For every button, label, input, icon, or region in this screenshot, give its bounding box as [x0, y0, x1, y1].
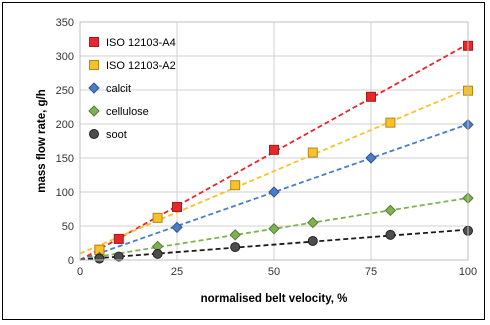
data-point-series-2 — [365, 152, 377, 164]
y-tick-label: 50 — [62, 221, 74, 233]
legend-label-1: ISO 12103-A2 — [106, 60, 176, 72]
data-point-series-0 — [269, 144, 279, 155]
legend-label-4: soot — [106, 129, 127, 141]
legend: ISO 12103-A4 ISO 12103-A2 calcit cellulose s… — [88, 37, 176, 141]
x-tick-label: 50 — [268, 266, 280, 278]
y-tick-label: 250 — [56, 85, 74, 97]
data-point-series-0 — [172, 201, 182, 212]
data-point-series-3 — [229, 229, 241, 241]
data-point-series-4 — [113, 251, 124, 262]
x-tick-label: 0 — [77, 266, 83, 278]
y-tick-label: 350 — [56, 17, 74, 29]
legend-marker-4 — [89, 129, 99, 139]
trend-line-series-4 — [79, 228, 469, 261]
data-point-series-3 — [307, 216, 319, 229]
x-tick-label: 25 — [171, 266, 183, 278]
data-point-series-3 — [384, 204, 397, 217]
data-point-series-1 — [230, 180, 241, 191]
chart-frame: 0 50 100 150 200 250 300 350 0 25 50 75 100 normalis… — [2, 2, 485, 320]
y-tick-label: 200 — [56, 119, 74, 131]
y-tick-label: 300 — [56, 51, 74, 63]
data-point-series-4 — [94, 253, 105, 264]
y-tick-label: 0 — [68, 255, 74, 267]
data-point-series-4 — [385, 229, 396, 240]
legend-marker-2 — [88, 82, 100, 94]
legend-marker-3 — [88, 105, 100, 117]
data-point-series-4 — [152, 248, 163, 259]
data-point-series-4 — [230, 242, 241, 253]
data-point-series-0 — [366, 91, 376, 102]
legend-label-2: calcit — [106, 83, 131, 95]
x-tick-label: 100 — [459, 266, 477, 278]
y-tick-label: 150 — [56, 153, 74, 165]
data-point-series-1 — [307, 147, 318, 158]
legend-marker-0 — [89, 37, 99, 47]
legend-label-3: cellulose — [106, 106, 149, 118]
data-point-series-0 — [113, 233, 124, 244]
data-point-series-4 — [307, 235, 318, 246]
trend-line-series-0 — [79, 43, 469, 261]
legend-marker-1 — [89, 60, 99, 70]
data-point-series-1 — [385, 117, 396, 128]
trend-line-series-1 — [79, 87, 469, 255]
data-point-series-1 — [152, 212, 163, 223]
y-tick-label: 100 — [56, 187, 74, 199]
axes — [79, 21, 469, 261]
trend-line-series-2 — [79, 123, 469, 261]
data-point-series-3 — [268, 223, 280, 235]
tick-labels: 0 50 100 150 200 250 300 350 0 25 50 75 100 — [56, 17, 478, 278]
mass-flow-chart: 0 50 100 150 200 250 300 350 0 25 50 75 100 normalis… — [36, 17, 478, 305]
data-point-series-2 — [268, 186, 280, 198]
data-point-series-2 — [171, 221, 183, 234]
legend-label-0: ISO 12103-A4 — [106, 37, 176, 49]
y-axis-title: mass flow rate, g/h — [36, 89, 48, 193]
x-axis-title: normalised belt velocity, % — [201, 293, 348, 305]
x-tick-label: 75 — [365, 266, 377, 278]
